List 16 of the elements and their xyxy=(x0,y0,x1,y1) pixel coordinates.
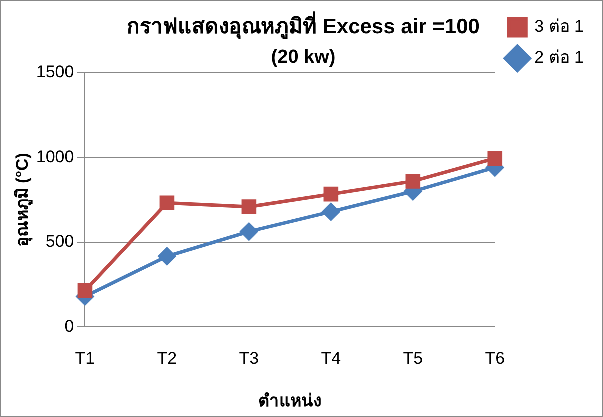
chart-subtitle: (20 kw) xyxy=(271,46,336,68)
chart-title: กราฟแสดงอุณหภูมิที่ Excess air =100 xyxy=(127,10,480,40)
y-tick-label: 1500 xyxy=(36,62,74,82)
y-tick-label: 0 xyxy=(64,316,74,336)
x-tick-label: T2 xyxy=(157,349,178,368)
x-tick-label: T1 xyxy=(75,349,96,368)
x-tick-label: T3 xyxy=(239,349,260,368)
x-tick-label: T4 xyxy=(321,349,342,368)
x-tick-label: T5 xyxy=(403,349,424,368)
y-tick-label: 1000 xyxy=(36,147,74,166)
y-axis-title: อุณหภูมิ (°C) xyxy=(12,153,34,248)
x-tick-label: T6 xyxy=(485,349,506,368)
legend-label: 2 ต่อ 1 xyxy=(534,48,584,68)
y-tick-label: 500 xyxy=(46,232,74,252)
legend-label: 3 ต่อ 1 xyxy=(534,17,584,36)
x-axis-title: ตำแหน่ง xyxy=(258,391,322,410)
